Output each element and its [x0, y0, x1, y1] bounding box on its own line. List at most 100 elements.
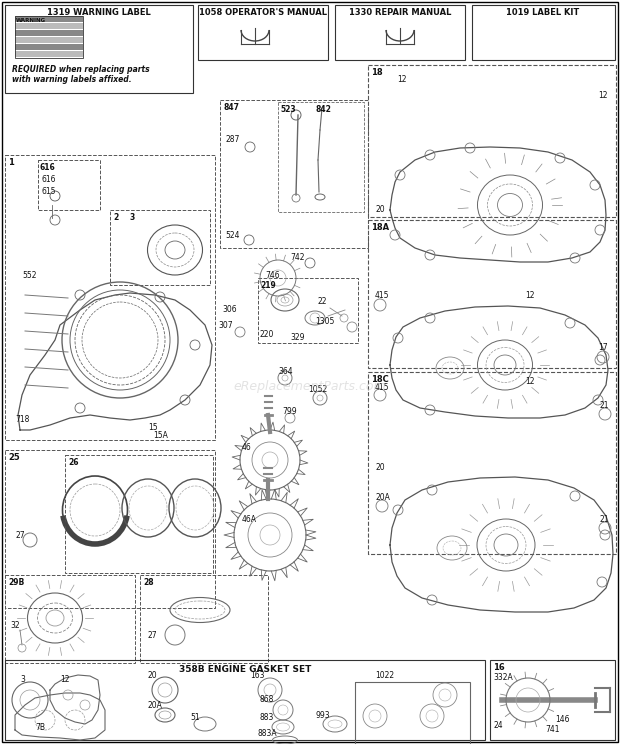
Bar	[472, 5, 615, 60]
Bar	[368, 220, 616, 368]
Text: 364: 364	[278, 368, 293, 376]
Text: 20: 20	[375, 464, 384, 472]
Text: 306: 306	[222, 306, 237, 315]
Text: 51: 51	[190, 713, 200, 722]
Text: 20A: 20A	[148, 702, 163, 711]
Text: 46A: 46A	[242, 516, 257, 525]
Text: 20: 20	[148, 672, 157, 681]
Text: 523: 523	[280, 105, 296, 114]
Text: 12: 12	[525, 377, 534, 386]
Text: 220: 220	[260, 330, 275, 339]
Text: 28: 28	[143, 578, 154, 587]
Text: 741: 741	[545, 725, 559, 734]
Text: 3: 3	[130, 213, 135, 222]
Text: 329: 329	[290, 333, 304, 342]
Text: 415: 415	[375, 382, 389, 391]
Bar	[15, 30, 83, 36]
Text: WARNING: WARNING	[16, 18, 46, 23]
Text: 219: 219	[260, 281, 276, 290]
Bar	[15, 37, 83, 43]
Text: eReplacementParts.com: eReplacementParts.com	[234, 380, 386, 394]
Bar	[278, 102, 364, 212]
Text: 12: 12	[525, 290, 534, 300]
Text: 18C: 18C	[371, 375, 389, 384]
Text: 3: 3	[20, 676, 25, 684]
Bar	[5, 5, 193, 93]
Text: 21: 21	[600, 400, 609, 409]
Text: 1052: 1052	[308, 385, 327, 394]
Text: 883: 883	[260, 713, 275, 722]
Text: 2: 2	[113, 213, 118, 222]
Text: with warning labels affixed.: with warning labels affixed.	[12, 75, 131, 84]
Text: 1: 1	[8, 158, 14, 167]
Text: 46: 46	[242, 443, 252, 452]
Bar	[355, 682, 470, 744]
Text: 18A: 18A	[371, 223, 389, 232]
Text: 22: 22	[318, 298, 327, 307]
Text: 1019 LABEL KIT: 1019 LABEL KIT	[507, 8, 580, 17]
Text: 15: 15	[148, 423, 157, 432]
Bar	[490, 660, 615, 740]
Text: 20A: 20A	[375, 493, 390, 502]
Text: 18: 18	[371, 68, 383, 77]
Text: 307: 307	[218, 321, 232, 330]
Text: 25: 25	[8, 453, 20, 462]
Bar	[368, 65, 616, 217]
Text: 16: 16	[493, 663, 505, 672]
Text: 524: 524	[225, 231, 239, 240]
Text: 7B: 7B	[35, 723, 45, 733]
Text: 993: 993	[315, 711, 330, 719]
Text: 616: 616	[41, 176, 56, 185]
Text: 332A: 332A	[493, 673, 513, 682]
Text: 21: 21	[600, 516, 609, 525]
Text: 616: 616	[40, 163, 56, 172]
Text: 615: 615	[41, 187, 56, 196]
Text: 12: 12	[598, 91, 608, 100]
Bar	[15, 16, 83, 58]
Text: 1319 WARNING LABEL: 1319 WARNING LABEL	[47, 8, 151, 17]
Text: 12: 12	[397, 75, 407, 85]
Bar	[368, 372, 616, 554]
Text: 1305: 1305	[315, 318, 334, 327]
Text: 27: 27	[148, 630, 157, 640]
Text: 32: 32	[10, 620, 20, 629]
Bar	[65, 455, 213, 573]
Text: 20: 20	[375, 205, 384, 214]
Text: 868: 868	[260, 696, 275, 705]
Bar	[38, 160, 100, 210]
Bar	[5, 155, 215, 440]
Text: 718: 718	[15, 415, 29, 425]
Text: 1058 OPERATOR'S MANUAL: 1058 OPERATOR'S MANUAL	[199, 8, 327, 17]
Text: 358B ENGINE GASKET SET: 358B ENGINE GASKET SET	[179, 665, 311, 674]
Text: 146: 146	[555, 716, 570, 725]
Text: REQUIRED when replacing parts: REQUIRED when replacing parts	[12, 65, 149, 74]
Text: 163: 163	[250, 672, 265, 681]
Bar	[5, 660, 485, 740]
Text: 799: 799	[282, 408, 296, 417]
Bar	[140, 575, 268, 663]
Text: 847: 847	[223, 103, 239, 112]
Bar	[5, 450, 215, 608]
Text: 415: 415	[375, 292, 389, 301]
Bar	[15, 16, 83, 22]
Text: 17: 17	[598, 344, 608, 353]
Text: 12: 12	[60, 676, 69, 684]
Bar	[5, 575, 135, 663]
Text: 1330 REPAIR MANUAL: 1330 REPAIR MANUAL	[349, 8, 451, 17]
Bar	[110, 210, 210, 285]
Text: 1022: 1022	[375, 672, 394, 681]
Bar	[220, 100, 368, 248]
Text: 26: 26	[68, 458, 79, 467]
Bar	[15, 23, 83, 29]
Text: 883A: 883A	[258, 730, 278, 739]
Text: 742: 742	[290, 254, 304, 263]
Text: 842: 842	[315, 105, 331, 114]
Text: 746: 746	[265, 271, 280, 280]
Text: 24: 24	[493, 720, 503, 730]
Bar	[258, 278, 358, 343]
Text: 552: 552	[22, 271, 37, 280]
Bar	[335, 5, 465, 60]
Text: 27: 27	[15, 530, 25, 539]
Text: 15A: 15A	[153, 432, 168, 440]
Bar	[15, 44, 83, 50]
